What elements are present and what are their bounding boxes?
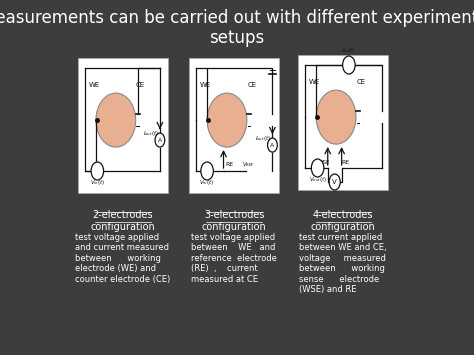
- Text: 3-electrodes
configuration: 3-electrodes configuration: [202, 210, 266, 231]
- Circle shape: [155, 133, 165, 147]
- Text: WE: WE: [89, 82, 100, 88]
- Text: $V_{REF}$: $V_{REF}$: [242, 160, 255, 169]
- Ellipse shape: [96, 93, 136, 147]
- Circle shape: [311, 159, 324, 177]
- FancyBboxPatch shape: [78, 58, 168, 193]
- Circle shape: [91, 162, 104, 180]
- Text: $I_{out}(t)$: $I_{out}(t)$: [255, 134, 272, 143]
- FancyBboxPatch shape: [298, 55, 389, 190]
- Text: A: A: [158, 138, 162, 143]
- Text: RE: RE: [342, 160, 350, 165]
- Text: Measurements can be carried out with different experimental
setups: Measurements can be carried out with dif…: [0, 9, 474, 48]
- Circle shape: [267, 138, 277, 152]
- Text: 4-electrodes
configuration: 4-electrodes configuration: [311, 210, 376, 231]
- FancyBboxPatch shape: [189, 58, 279, 193]
- Text: $V_{out}(t)$: $V_{out}(t)$: [309, 175, 327, 184]
- Circle shape: [343, 56, 355, 74]
- Text: $V_{in}(t)$: $V_{in}(t)$: [200, 178, 215, 187]
- Text: CE: CE: [356, 79, 365, 85]
- Circle shape: [201, 162, 213, 180]
- Text: WE: WE: [200, 82, 211, 88]
- Text: CE: CE: [136, 82, 145, 88]
- Text: V: V: [332, 179, 337, 185]
- Text: test voltage applied
and current measured
between      working
electrode (WE) an: test voltage applied and current measure…: [75, 233, 171, 284]
- Text: A: A: [270, 143, 274, 148]
- Circle shape: [329, 174, 340, 190]
- Text: WE: WE: [309, 79, 320, 85]
- Text: WSE: WSE: [318, 160, 330, 165]
- Text: RE: RE: [226, 162, 234, 167]
- Ellipse shape: [316, 90, 356, 144]
- Text: $I_{out}(t)$: $I_{out}(t)$: [143, 129, 159, 138]
- Text: test current applied
between WE and CE,
voltage     measured
between      workin: test current applied between WE and CE, …: [300, 233, 387, 294]
- Ellipse shape: [207, 93, 247, 147]
- Text: test voltage applied
between    WE   and
reference  electrode
(RE)  ,    current: test voltage applied between WE and refe…: [191, 233, 277, 284]
- Text: 2-electrodes
configuration: 2-electrodes configuration: [91, 210, 155, 231]
- Text: $V_{in}(t)$: $V_{in}(t)$: [90, 178, 105, 187]
- Text: $I_{in}(t)$: $I_{in}(t)$: [342, 46, 356, 55]
- Text: CE: CE: [247, 82, 256, 88]
